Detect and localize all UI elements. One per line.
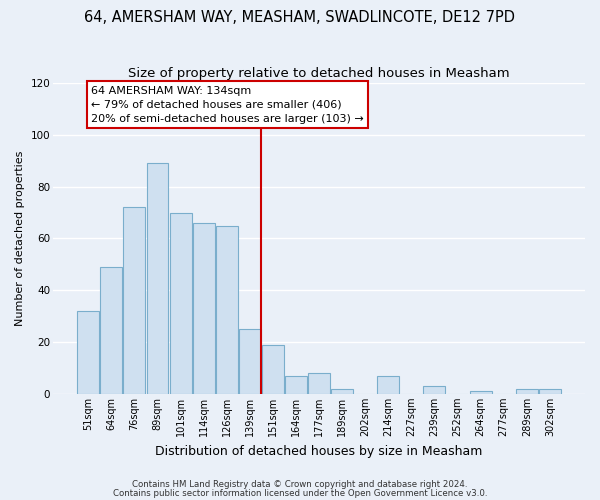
Text: 64, AMERSHAM WAY, MEASHAM, SWADLINCOTE, DE12 7PD: 64, AMERSHAM WAY, MEASHAM, SWADLINCOTE, …	[85, 10, 515, 25]
Bar	[331, 388, 353, 394]
Bar	[193, 223, 215, 394]
Bar	[100, 267, 122, 394]
Text: 64 AMERSHAM WAY: 134sqm
← 79% of detached houses are smaller (406)
20% of semi-d: 64 AMERSHAM WAY: 134sqm ← 79% of detache…	[91, 86, 364, 124]
Bar	[124, 208, 145, 394]
Bar	[424, 386, 445, 394]
Bar	[146, 164, 169, 394]
Bar	[539, 388, 561, 394]
Y-axis label: Number of detached properties: Number of detached properties	[15, 151, 25, 326]
Bar	[170, 212, 191, 394]
Bar	[470, 392, 491, 394]
X-axis label: Distribution of detached houses by size in Measham: Distribution of detached houses by size …	[155, 444, 483, 458]
Bar	[77, 311, 99, 394]
Bar	[239, 329, 261, 394]
Bar	[285, 376, 307, 394]
Bar	[308, 373, 330, 394]
Bar	[377, 376, 399, 394]
Bar	[262, 344, 284, 394]
Bar	[516, 388, 538, 394]
Text: Contains HM Land Registry data © Crown copyright and database right 2024.: Contains HM Land Registry data © Crown c…	[132, 480, 468, 489]
Bar	[216, 226, 238, 394]
Text: Contains public sector information licensed under the Open Government Licence v3: Contains public sector information licen…	[113, 488, 487, 498]
Title: Size of property relative to detached houses in Measham: Size of property relative to detached ho…	[128, 68, 510, 80]
